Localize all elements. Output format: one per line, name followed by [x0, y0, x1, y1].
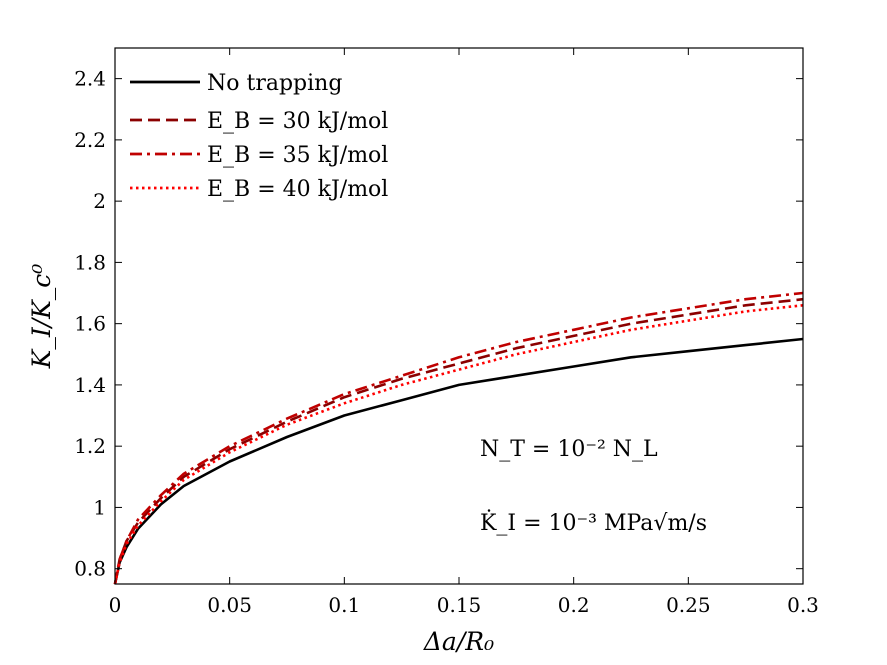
x-tick-label: 0.1 [328, 593, 360, 617]
x-tick-label: 0.05 [207, 593, 252, 617]
y-tick-label: 2 [93, 189, 106, 213]
legend-label-eb-30: E_B = 30 kJ/mol [207, 109, 388, 134]
legend: No trapping E_B = 30 kJ/mol E_B = 35 kJ/… [130, 71, 388, 202]
y-axis-label: K_I/K_c⁰ [27, 264, 56, 370]
axis-ticks: 0 0.05 0.1 0.15 0.2 0.25 0.3 0.8 1 1.2 1.4 1.6 1.8 2 2… [74, 48, 819, 617]
y-tick-label: 2.4 [74, 67, 106, 91]
y-tick-label: 1.8 [74, 250, 106, 274]
legend-label-no-trapping: No trapping [207, 71, 342, 96]
y-tick-label: 0.8 [74, 557, 106, 581]
annotation-trap-density: N_T = 10⁻² N_L [480, 437, 658, 462]
x-tick-label: 0.3 [787, 593, 819, 617]
legend-label-eb-40: E_B = 40 kJ/mol [207, 177, 388, 202]
series-line-3 [113, 304, 804, 585]
y-tick-label: 1 [93, 495, 106, 519]
x-tick-label: 0.25 [666, 593, 711, 617]
x-tick-label: 0.2 [558, 593, 590, 617]
x-tick-label: 0.15 [437, 593, 482, 617]
legend-label-eb-35: E_B = 35 kJ/mol [207, 143, 388, 168]
x-tick-label: 0 [109, 593, 122, 617]
data-series-group [113, 291, 804, 585]
y-tick-label: 1.2 [74, 434, 106, 458]
y-tick-label: 1.4 [74, 373, 106, 397]
series-line-0 [113, 337, 804, 585]
x-axis-label: Δa/R₀ [423, 627, 494, 656]
series-line-2 [113, 291, 804, 585]
annotation-loading-rate: K̇_I = 10⁻³ MPa√m/s [480, 510, 707, 536]
y-tick-label: 1.6 [74, 312, 106, 336]
y-tick-label: 2.2 [74, 128, 106, 152]
